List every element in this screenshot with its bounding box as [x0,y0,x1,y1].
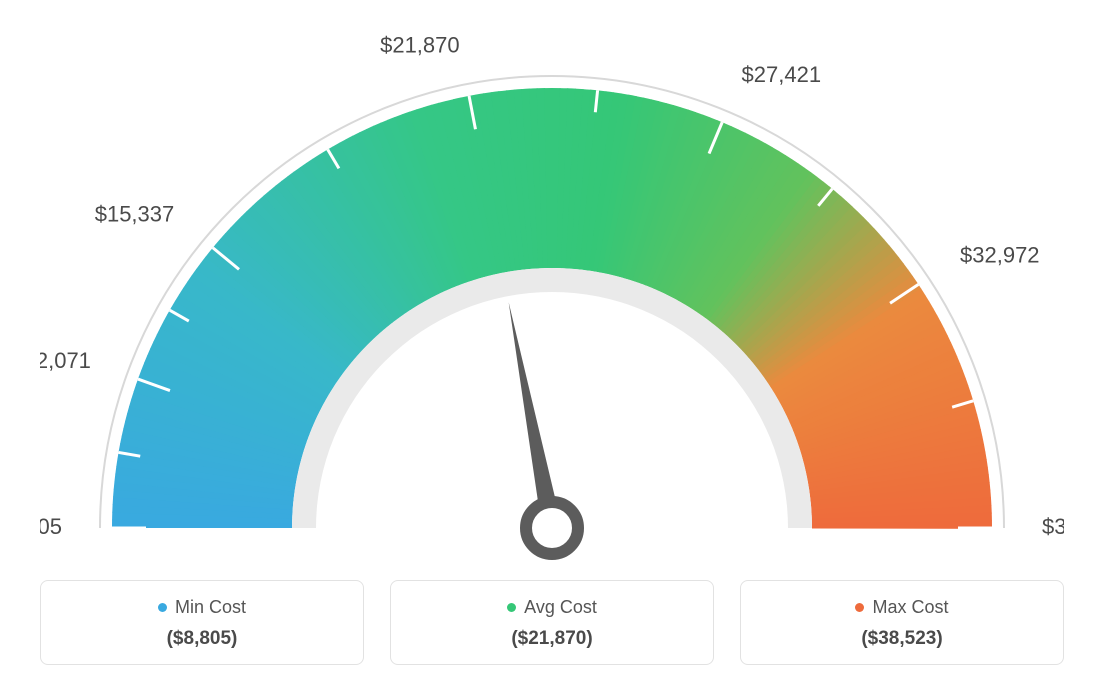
legend-value-max: ($38,523) [751,628,1053,650]
legend-dot-min [158,603,167,612]
legend-card-max: Max Cost ($38,523) [740,580,1064,665]
svg-text:$38,523: $38,523 [1042,514,1064,539]
svg-text:$32,972: $32,972 [960,242,1040,267]
legend-value-avg: ($21,870) [401,628,703,650]
svg-text:$8,805: $8,805 [40,514,62,539]
cost-gauge: $8,805 $12,071 $15,337 $21,870 $27,421 $32,97… [40,28,1064,568]
svg-text:$12,071: $12,071 [40,348,91,373]
svg-text:$27,421: $27,421 [742,62,822,87]
legend-label-min: Min Cost [175,597,246,618]
legend-card-avg: Avg Cost ($21,870) [390,580,714,665]
legend-card-min: Min Cost ($8,805) [40,580,364,665]
gauge-svg: $8,805 $12,071 $15,337 $21,870 $27,421 $32,97… [40,28,1064,568]
legend-label-line-avg: Avg Cost [507,597,597,618]
legend-row: Min Cost ($8,805) Avg Cost ($21,870) Max… [40,580,1064,665]
legend-dot-max [855,603,864,612]
legend-dot-avg [507,603,516,612]
svg-text:$15,337: $15,337 [95,202,175,227]
legend-label-avg: Avg Cost [524,597,597,618]
svg-text:$21,870: $21,870 [380,33,460,58]
legend-value-min: ($8,805) [51,628,353,650]
legend-label-line-max: Max Cost [855,597,948,618]
legend-label-max: Max Cost [872,597,948,618]
legend-label-line-min: Min Cost [158,597,246,618]
